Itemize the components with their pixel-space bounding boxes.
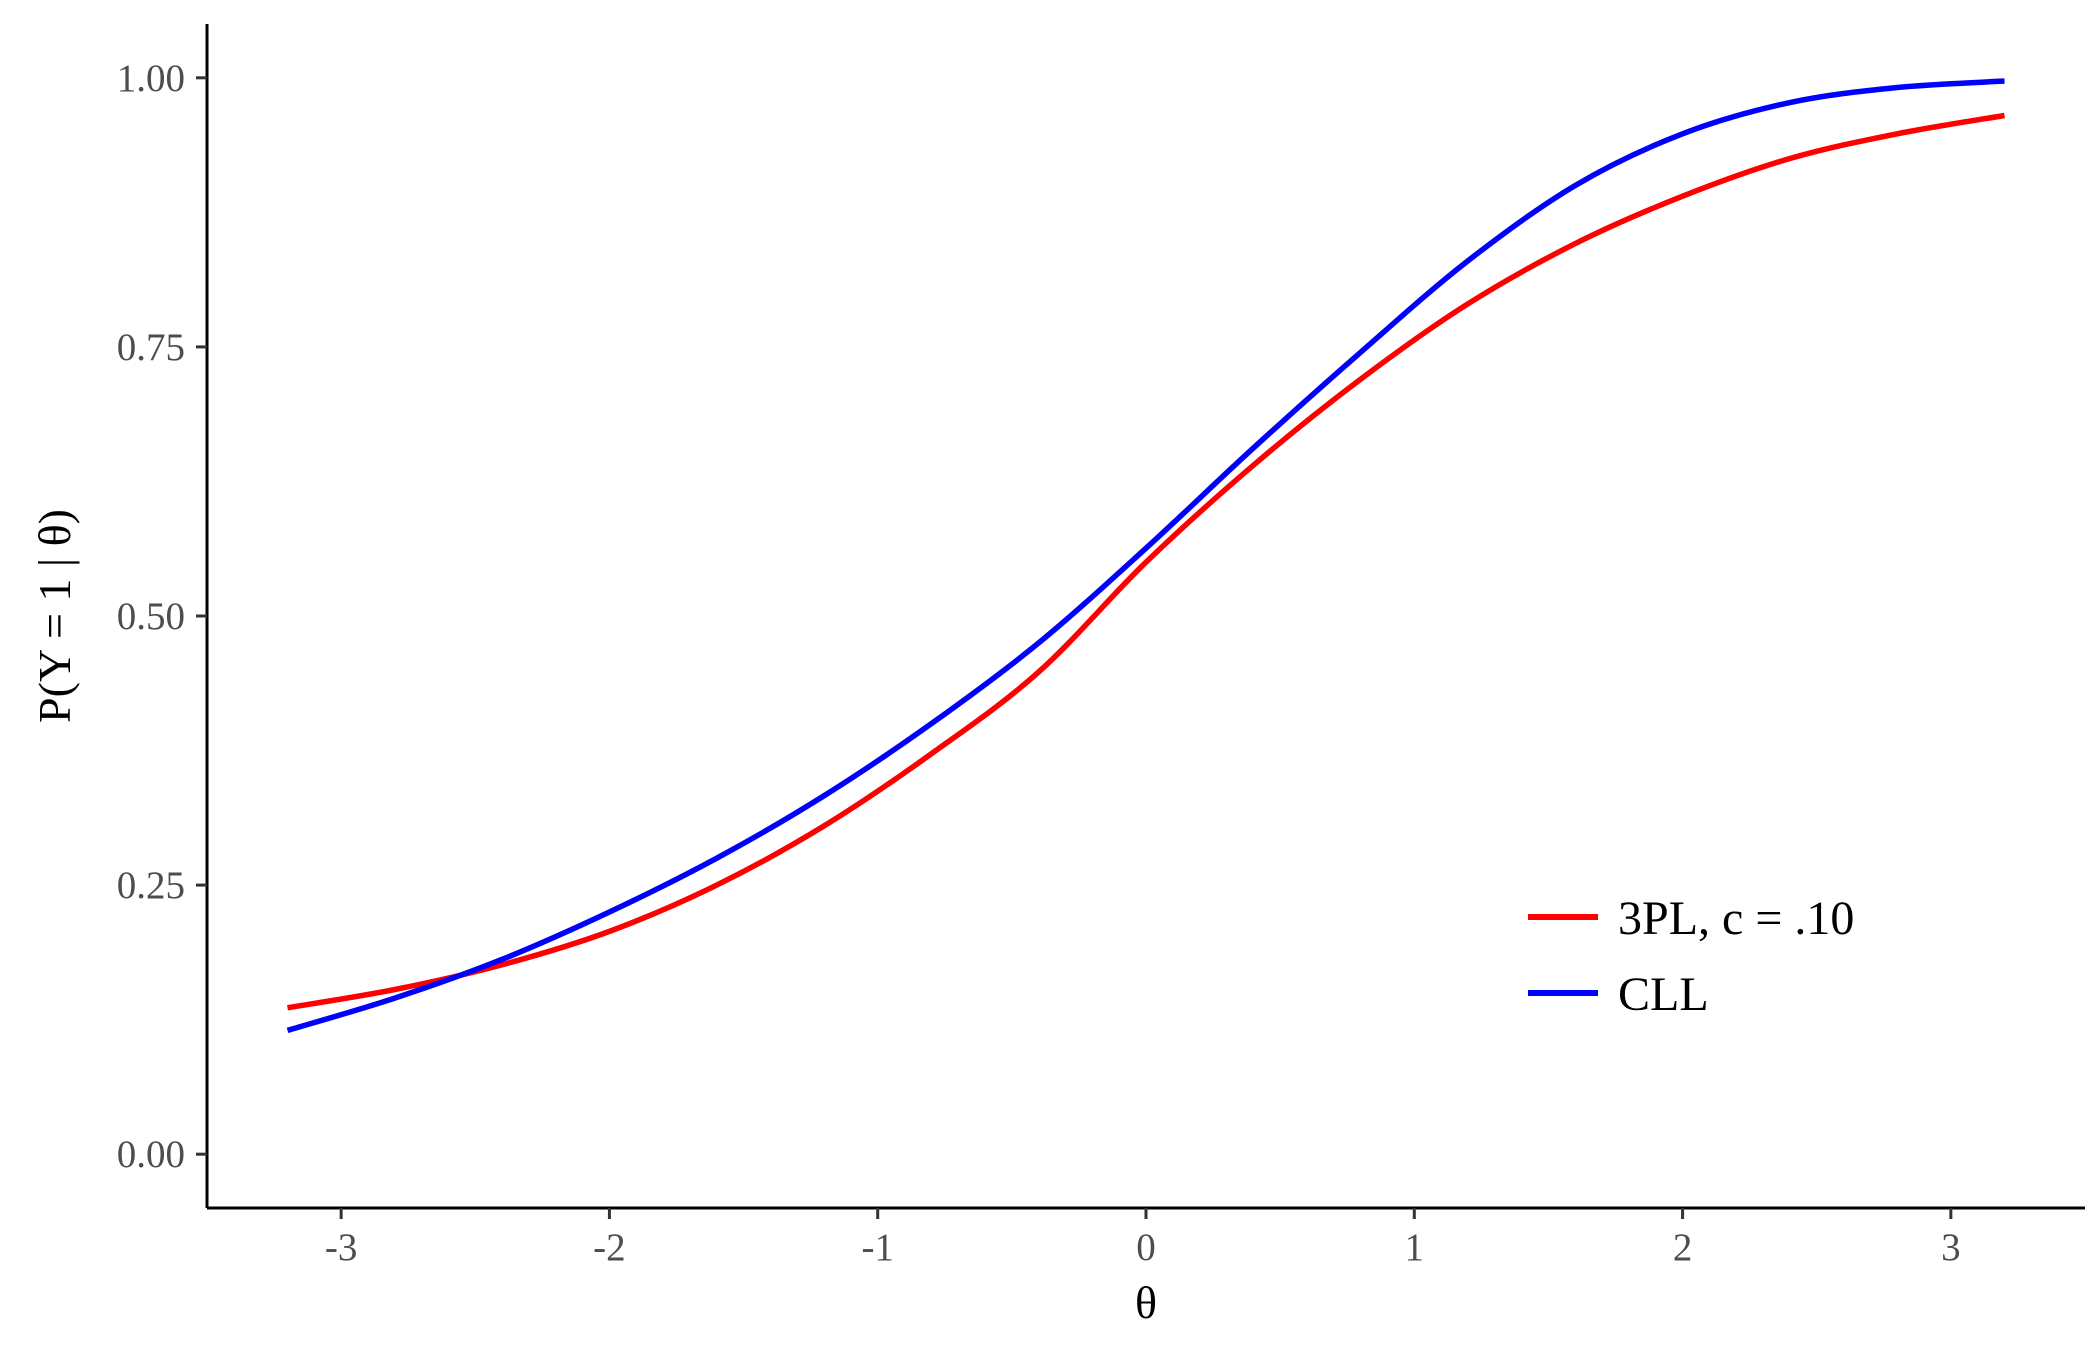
y-tick-label: 0.50: [117, 595, 185, 638]
y-tick-label: 1.00: [117, 57, 185, 100]
y-tick-label: 0.75: [117, 326, 185, 369]
x-tick-label: -3: [325, 1226, 358, 1269]
y-axis-title: P(Y = 1 | θ): [29, 509, 80, 723]
y-tick-label: 0.25: [117, 864, 185, 907]
legend-label-3pl: 3PL, c = .10: [1618, 892, 1854, 945]
x-tick-label: -2: [593, 1226, 626, 1269]
y-tick-label: 0.00: [117, 1133, 185, 1176]
series-layer: [286, 78, 2005, 1034]
x-tick-label: 3: [1941, 1226, 1961, 1269]
x-tick-label: 0: [1136, 1226, 1156, 1269]
x-tick-label: -1: [861, 1226, 894, 1269]
legend: 3PL, c = .10 CLL: [1528, 892, 1854, 1021]
x-axis-title: θ: [1135, 1277, 1157, 1328]
x-tick-label: 2: [1673, 1226, 1693, 1269]
legend-label-cll: CLL: [1618, 968, 1709, 1021]
y-ticks: 0.00 0.25 0.50 0.75 1.00: [117, 57, 207, 1176]
series-line-cll: [286, 78, 2005, 1034]
series-line-3pl: [287, 112, 2005, 1011]
x-ticks: -3 -2 -1 0 1 2 3: [325, 1208, 1961, 1269]
x-tick-label: 1: [1405, 1226, 1425, 1269]
